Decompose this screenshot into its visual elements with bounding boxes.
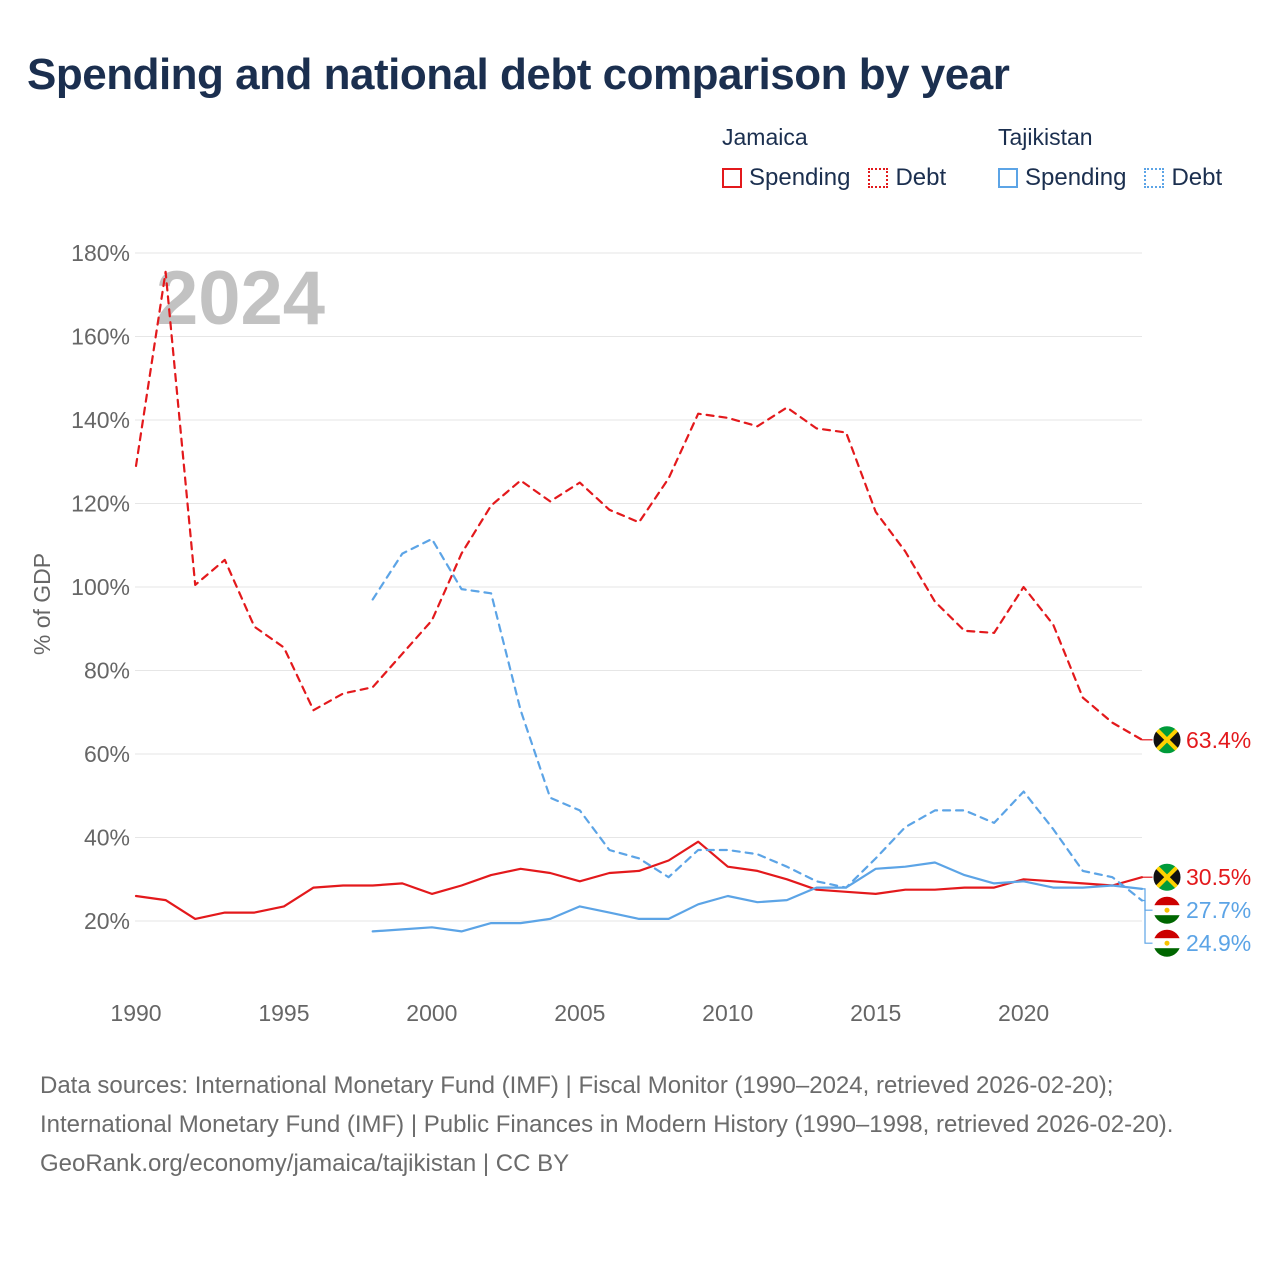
- y-tick-label: 100%: [71, 574, 130, 600]
- legend-item-tajikistan-spending[interactable]: Spending: [998, 164, 1126, 192]
- series-line-jamaica-spending[interactable]: [134, 840, 1144, 921]
- end-labels: 63.4% 30.5% 27.7% 24.9%: [1142, 725, 1251, 958]
- footer: Data sources: International Monetary Fun…: [40, 1066, 1240, 1183]
- line-chart: 2024 20% 40% 60% 80% 100% 120% 140% 160% 180% 19…: [29, 240, 1251, 1026]
- y-tick-label: 40%: [84, 825, 130, 851]
- legend-item-label: Spending: [1025, 164, 1127, 191]
- legend-group-tajikistan: Tajikistan Spending Debt: [998, 124, 1222, 192]
- x-tick-label: 2000: [406, 1000, 457, 1026]
- end-label-leader-line: [1142, 888, 1153, 911]
- x-tick-label: 2010: [702, 1000, 753, 1026]
- y-axis-label: % of GDP: [29, 553, 55, 655]
- x-tick-label: 1990: [110, 1000, 161, 1026]
- series-lines: [134, 270, 1144, 933]
- y-axis-ticks: 20% 40% 60% 80% 100% 120% 140% 160% 180%: [71, 240, 130, 934]
- legend-item-jamaica-debt[interactable]: Debt: [868, 164, 946, 192]
- x-tick-label: 2005: [554, 1000, 605, 1026]
- data-sources-text: Data sources: International Monetary Fun…: [40, 1072, 1174, 1138]
- x-tick-label: 2020: [998, 1000, 1049, 1026]
- legend-item-label: Debt: [1171, 164, 1223, 191]
- x-tick-label: 1995: [258, 1000, 309, 1026]
- y-tick-label: 140%: [71, 407, 130, 433]
- dotted-line-swatch-icon: [868, 168, 889, 188]
- dotted-line-swatch-icon: [1144, 168, 1165, 188]
- x-tick-label: 2015: [850, 1000, 901, 1026]
- legend-item-label: Debt: [895, 164, 947, 191]
- y-tick-label: 80%: [84, 658, 130, 684]
- jamaica-flag-icon: [1152, 725, 1182, 755]
- end-label-leader-line: [1142, 899, 1153, 944]
- series-line-jamaica-debt[interactable]: [134, 270, 1144, 741]
- end-value-label: 27.7%: [1186, 897, 1251, 923]
- y-tick-label: 180%: [71, 240, 130, 266]
- tajikistan-flag-icon: [1152, 928, 1182, 958]
- legend-item-tajikistan-debt[interactable]: Debt: [1144, 164, 1222, 192]
- credit-text: GeoRank.org/economy/jamaica/tajikistan |…: [40, 1150, 570, 1177]
- end-value-label: 63.4%: [1186, 727, 1251, 753]
- solid-line-swatch-icon: [722, 168, 742, 188]
- y-tick-label: 20%: [84, 908, 130, 934]
- x-axis-ticks: 1990 1995 2000 2005 2010 2015 2020: [110, 1000, 1049, 1026]
- year-watermark: 2024: [156, 256, 325, 341]
- chart-title: Spending and national debt comparison by…: [27, 50, 1010, 99]
- series-line-tajikistan-debt[interactable]: [371, 537, 1144, 902]
- solid-line-swatch-icon: [998, 168, 1018, 188]
- legend-country-label: Jamaica: [722, 124, 808, 150]
- jamaica-flag-icon: [1152, 862, 1182, 892]
- legend-group-jamaica: Jamaica Spending Debt: [722, 124, 946, 192]
- legend-country-label: Tajikistan: [998, 124, 1093, 150]
- grid-lines: [135, 252, 1142, 922]
- series-line-tajikistan-spending[interactable]: [371, 861, 1144, 933]
- end-value-label: 30.5%: [1186, 864, 1251, 890]
- legend-item-label: Spending: [749, 164, 851, 191]
- tajikistan-flag-icon: [1152, 895, 1182, 925]
- end-value-label: 24.9%: [1186, 930, 1251, 956]
- y-tick-label: 60%: [84, 741, 130, 767]
- y-tick-label: 160%: [71, 324, 130, 350]
- legend-item-jamaica-spending[interactable]: Spending: [722, 164, 850, 192]
- y-tick-label: 120%: [71, 491, 130, 517]
